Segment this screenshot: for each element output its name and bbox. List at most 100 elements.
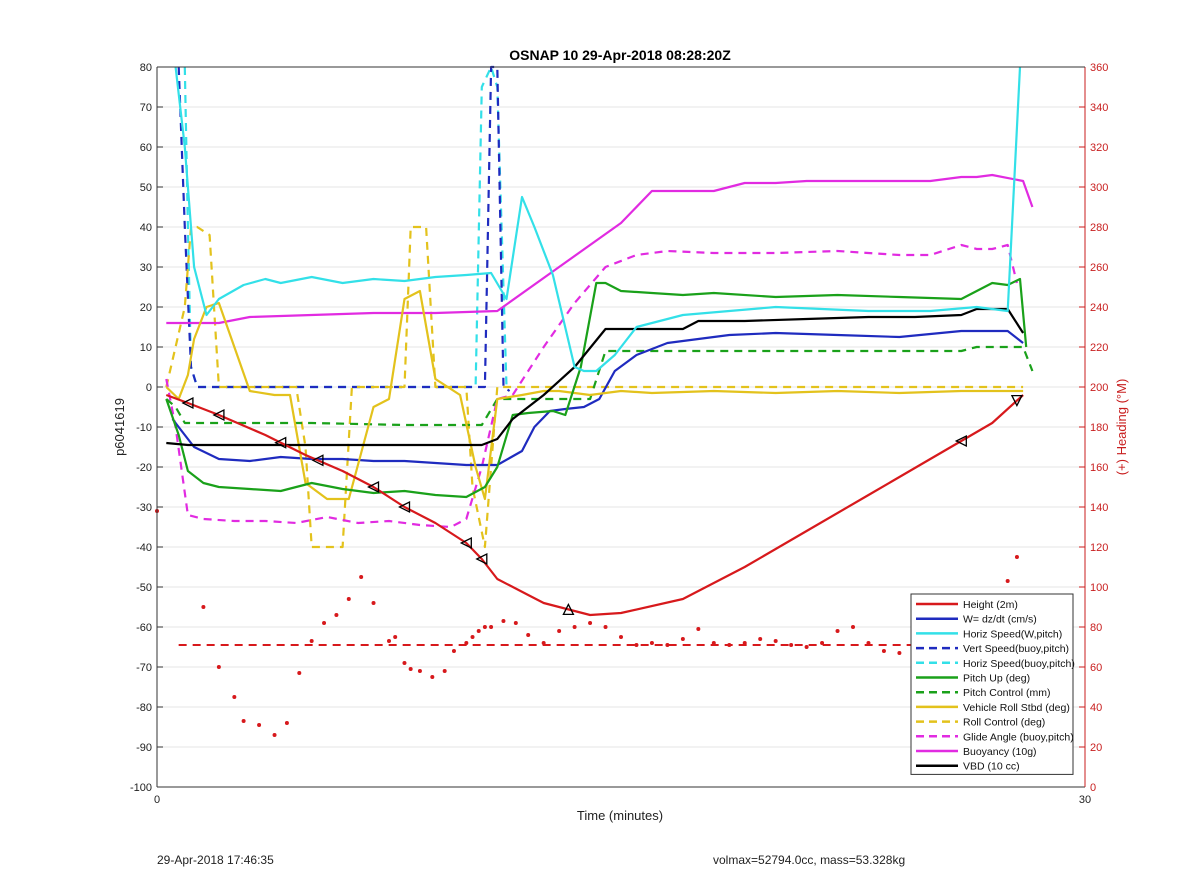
heading-point <box>665 643 670 647</box>
y-tick-label: 80 <box>140 62 152 74</box>
heading-point <box>851 625 855 629</box>
heading-point <box>417 669 422 673</box>
height-marker <box>212 408 225 422</box>
heading-point <box>430 675 435 679</box>
heading-point <box>393 635 398 639</box>
y2-tick-label: 80 <box>1090 622 1102 634</box>
legend-box <box>910 593 1074 775</box>
y2-tick-label: 160 <box>1090 462 1108 474</box>
legend-entry: Buoyancy (10g) <box>963 746 1037 758</box>
heading-point <box>696 627 701 631</box>
series-line <box>174 66 1022 373</box>
heading-point <box>272 733 277 737</box>
heading-point <box>482 625 487 629</box>
heading-point <box>680 637 685 641</box>
y2-tick-label: 120 <box>1090 542 1108 554</box>
grid <box>157 66 1085 788</box>
heading-point <box>572 625 577 629</box>
heading-point <box>742 641 747 645</box>
heading-point <box>501 619 506 623</box>
legend-entry: Glide Angle (buoy,pitch) <box>963 731 1074 743</box>
heading-point <box>408 667 413 671</box>
heading-point <box>476 629 481 633</box>
height-marker <box>367 480 380 494</box>
height-marker <box>311 454 324 467</box>
y2-tick-label: 240 <box>1090 302 1108 314</box>
heading-point <box>464 641 469 645</box>
footer-vehicle-info: volmax=52794.0cc, mass=53.328kg <box>713 853 906 867</box>
y2-tick-label: 260 <box>1090 262 1108 274</box>
y-tick-label: 60 <box>140 142 152 154</box>
y-tick-label: 10 <box>140 342 152 354</box>
series-line <box>165 393 1024 617</box>
series-line <box>165 345 1034 427</box>
heading-point <box>897 651 902 655</box>
heading-point <box>557 629 562 633</box>
footer-timestamp: 29-Apr-2018 17:46:35 <box>157 853 274 867</box>
series-line <box>165 243 1018 529</box>
legend-entry: W= dz/dt (cm/s) <box>963 614 1037 626</box>
heading-point <box>201 605 206 609</box>
heading-point <box>541 641 546 645</box>
legend-entry: Height (2m) <box>963 599 1018 611</box>
y-tick-label: 40 <box>140 222 152 234</box>
heading-point <box>284 721 289 725</box>
height-marker <box>398 500 411 514</box>
heading-point <box>442 669 447 673</box>
heading-point <box>758 637 763 641</box>
y-tick-label: 50 <box>140 182 152 194</box>
y2-tick-label: 320 <box>1090 142 1108 154</box>
legend-entry: Vehicle Roll Stbd (deg) <box>963 702 1070 714</box>
series-layer <box>155 65 1034 737</box>
y-tick-label: -10 <box>136 422 152 434</box>
series-line <box>177 65 511 392</box>
heading-point <box>346 597 351 601</box>
y2-tick-label: 340 <box>1090 102 1108 114</box>
legend-entry: Pitch Control (mm) <box>963 687 1051 699</box>
heading-point <box>470 635 475 639</box>
y2-tick-label: 280 <box>1090 222 1108 234</box>
series-line <box>166 173 1034 325</box>
x-tick-label: 0 <box>154 794 160 806</box>
y2-tick-label: 20 <box>1090 742 1102 754</box>
y-tick-label: -90 <box>136 742 152 754</box>
heading-point <box>1005 579 1010 583</box>
legend-entry: Horiz Speed(buoy,pitch) <box>963 658 1075 670</box>
heading-point <box>309 639 314 643</box>
series-line <box>165 289 1024 501</box>
y-tick-label: 0 <box>146 382 152 394</box>
heading-point <box>526 633 531 637</box>
legend-entry: Roll Control (deg) <box>963 717 1045 729</box>
series-line <box>166 307 1025 447</box>
y-tick-label: -30 <box>136 502 152 514</box>
heading-point <box>634 643 639 647</box>
legend-entry: Vert Speed(buoy,pitch) <box>963 643 1069 655</box>
heading-point <box>789 643 794 647</box>
heading-point <box>711 641 716 645</box>
height-marker <box>459 536 472 550</box>
height-marker <box>475 552 488 566</box>
y2-tick-label: 0 <box>1090 782 1096 794</box>
legend: Height (2m) W= dz/dt (cm/s) Horiz Speed(W,… <box>910 593 1075 775</box>
heading-point <box>371 601 376 605</box>
heading-point <box>322 621 327 625</box>
heading-point <box>216 665 221 669</box>
heading-point <box>402 661 407 665</box>
y-tick-label: 30 <box>140 262 152 274</box>
series-line <box>171 329 1024 467</box>
y2-tick-label: 300 <box>1090 182 1108 194</box>
y2-axis-label: (+) Heading (°M) <box>1114 379 1129 476</box>
chart-title: OSNAP 10 29-Apr-2018 08:28:20Z <box>509 47 731 63</box>
heading-point <box>359 575 364 579</box>
heading-point <box>297 671 302 675</box>
legend-entry: Horiz Speed(W,pitch) <box>963 628 1062 640</box>
heading-point <box>773 639 778 643</box>
y-tick-label: 20 <box>140 302 152 314</box>
y-tick-label: -70 <box>136 662 152 674</box>
y2-tick-label: 140 <box>1090 502 1108 514</box>
heading-point <box>881 649 886 653</box>
heading-point <box>804 645 809 649</box>
y-tick-label: -20 <box>136 462 152 474</box>
heading-point <box>241 719 246 723</box>
